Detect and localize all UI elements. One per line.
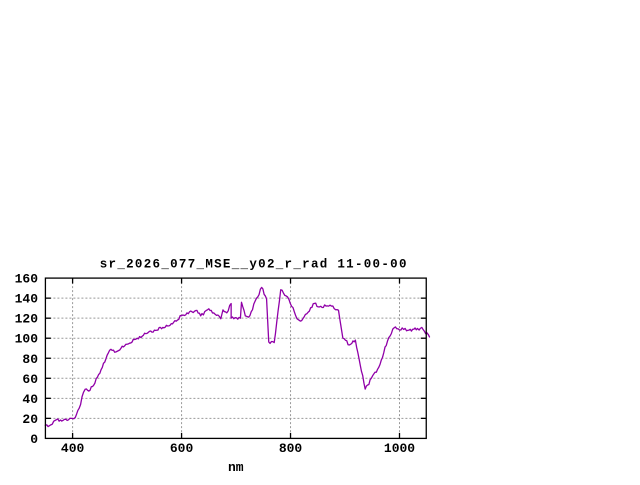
svg-text:1000: 1000 <box>384 441 415 456</box>
svg-text:800: 800 <box>279 441 303 456</box>
svg-text:60: 60 <box>22 372 38 387</box>
svg-text:140: 140 <box>15 292 39 307</box>
svg-text:80: 80 <box>22 352 38 367</box>
svg-text:160: 160 <box>15 272 39 287</box>
svg-text:nm: nm <box>228 460 244 475</box>
svg-text:100: 100 <box>15 332 39 347</box>
svg-text:0: 0 <box>30 432 38 447</box>
svg-text:40: 40 <box>22 392 38 407</box>
svg-text:600: 600 <box>170 441 194 456</box>
svg-text:20: 20 <box>22 412 38 427</box>
svg-text:sr_2026_077_MSE__y02_r_rad 11-: sr_2026_077_MSE__y02_r_rad 11-00-00 <box>100 258 408 272</box>
svg-text:120: 120 <box>15 312 39 327</box>
svg-text:400: 400 <box>61 441 85 456</box>
